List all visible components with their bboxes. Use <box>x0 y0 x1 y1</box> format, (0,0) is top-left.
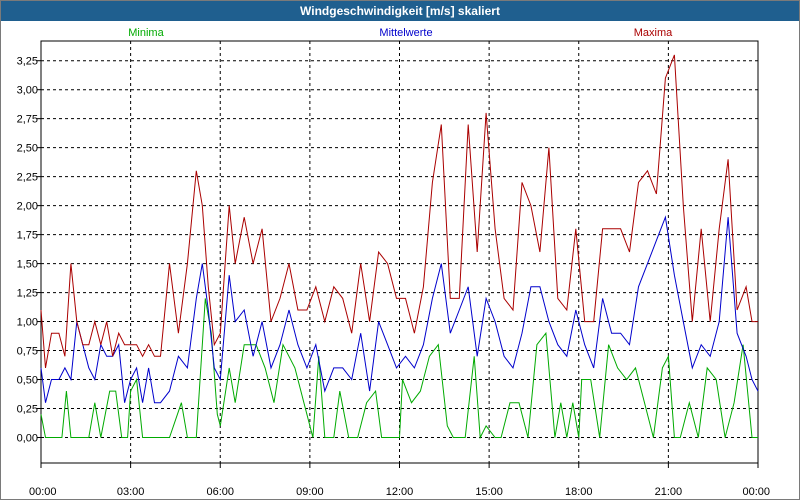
x-tick-time: 00:00 <box>742 486 770 498</box>
x-tick-time: 03:00 <box>117 486 145 498</box>
window-title: Windgeschwindigkeit [m/s] skaliert <box>1 1 799 21</box>
y-tick-label: 0,25 <box>17 404 38 416</box>
y-tick-label: 2,50 <box>17 143 38 155</box>
y-tick-label: 3,00 <box>17 85 38 97</box>
series-line-mittelwerte <box>40 215 759 404</box>
series-line-minima <box>40 298 758 440</box>
legend-minima: Minima <box>128 27 164 39</box>
x-tick-time: 15:00 <box>475 486 503 498</box>
y-tick-label: 2,00 <box>17 201 38 213</box>
x-tick-time: 21:00 <box>655 486 683 498</box>
y-tick-label: 2,75 <box>17 114 38 126</box>
x-tick-time: 18:00 <box>565 486 593 498</box>
y-tick-label: 2,25 <box>17 172 38 184</box>
x-tick-time: 00:00 <box>29 486 57 498</box>
y-tick-label: 0,00 <box>17 432 38 444</box>
x-tick-time: 06:00 <box>206 486 234 498</box>
y-axis-ticks: 0,00 0,25 0,50 0,75 1,00 1,25 1,50 1,75 2,00 2,25… <box>17 56 41 444</box>
x-tick-time: 09:00 <box>296 486 324 498</box>
y-tick-label: 0,75 <box>17 346 38 358</box>
series-lines <box>40 54 759 440</box>
x-axis-ticks: 00:0005.02.0903:0005.02.0906:0005.02.090… <box>29 463 770 498</box>
y-tick-label: 3,25 <box>17 56 38 68</box>
y-tick-label: 1,75 <box>17 230 38 242</box>
gridlines <box>41 41 758 463</box>
y-tick-label: 0,50 <box>17 375 38 387</box>
y-tick-label: 1,25 <box>17 288 38 300</box>
legend: Minima Mittelwerte Maxima <box>128 27 673 39</box>
legend-mittelwerte: Mittelwerte <box>379 27 432 39</box>
y-tick-label: 1,50 <box>17 259 38 271</box>
chart-area: 0,00 0,25 0,50 0,75 1,00 1,25 1,50 1,75 2,00 2,25… <box>17 27 770 498</box>
series-line-maxima <box>40 54 758 368</box>
y-tick-label: 1,00 <box>17 317 38 329</box>
legend-maxima: Maxima <box>634 27 673 39</box>
x-tick-time: 12:00 <box>386 486 414 498</box>
